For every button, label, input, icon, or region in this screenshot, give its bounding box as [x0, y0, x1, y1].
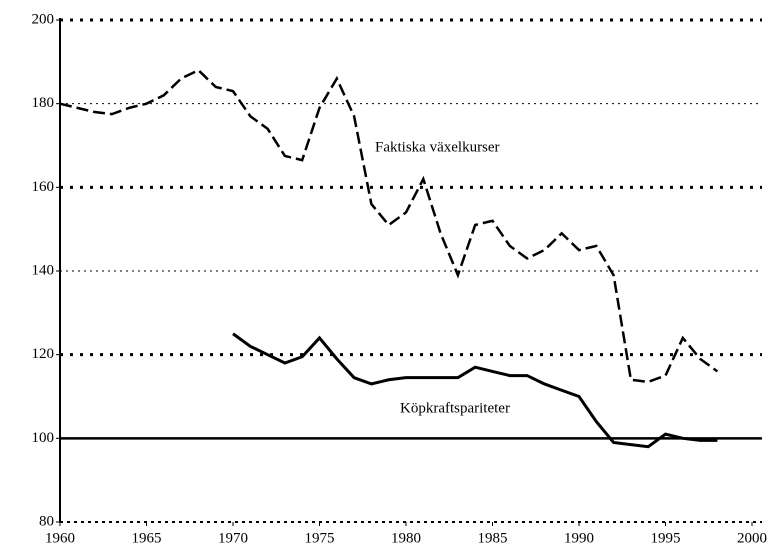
y-tick-label: 200 [32, 11, 55, 27]
y-tick-label: 120 [32, 346, 55, 362]
x-tick-label: 1995 [651, 530, 681, 546]
x-tick-label: 1985 [478, 530, 508, 546]
y-tick-label: 100 [32, 430, 55, 446]
series-label: Faktiska växelkurser [375, 139, 500, 155]
x-tick-label: 1980 [391, 530, 421, 546]
y-tick-label: 180 [32, 95, 55, 111]
y-tick-label: 80 [39, 513, 54, 529]
x-tick-label: 1965 [132, 530, 162, 546]
x-tick-label: 1960 [45, 530, 75, 546]
x-tick-label: 1975 [305, 530, 335, 546]
x-tick-label: 2000 [737, 530, 767, 546]
y-tick-label: 160 [32, 179, 55, 195]
x-tick-label: 1970 [218, 530, 248, 546]
series-line [59, 68, 719, 384]
y-tick-label: 140 [32, 262, 55, 278]
x-tick-label: 1990 [564, 530, 594, 546]
series-line [232, 332, 718, 449]
series-label: Köpkraftspariteter [400, 400, 510, 416]
